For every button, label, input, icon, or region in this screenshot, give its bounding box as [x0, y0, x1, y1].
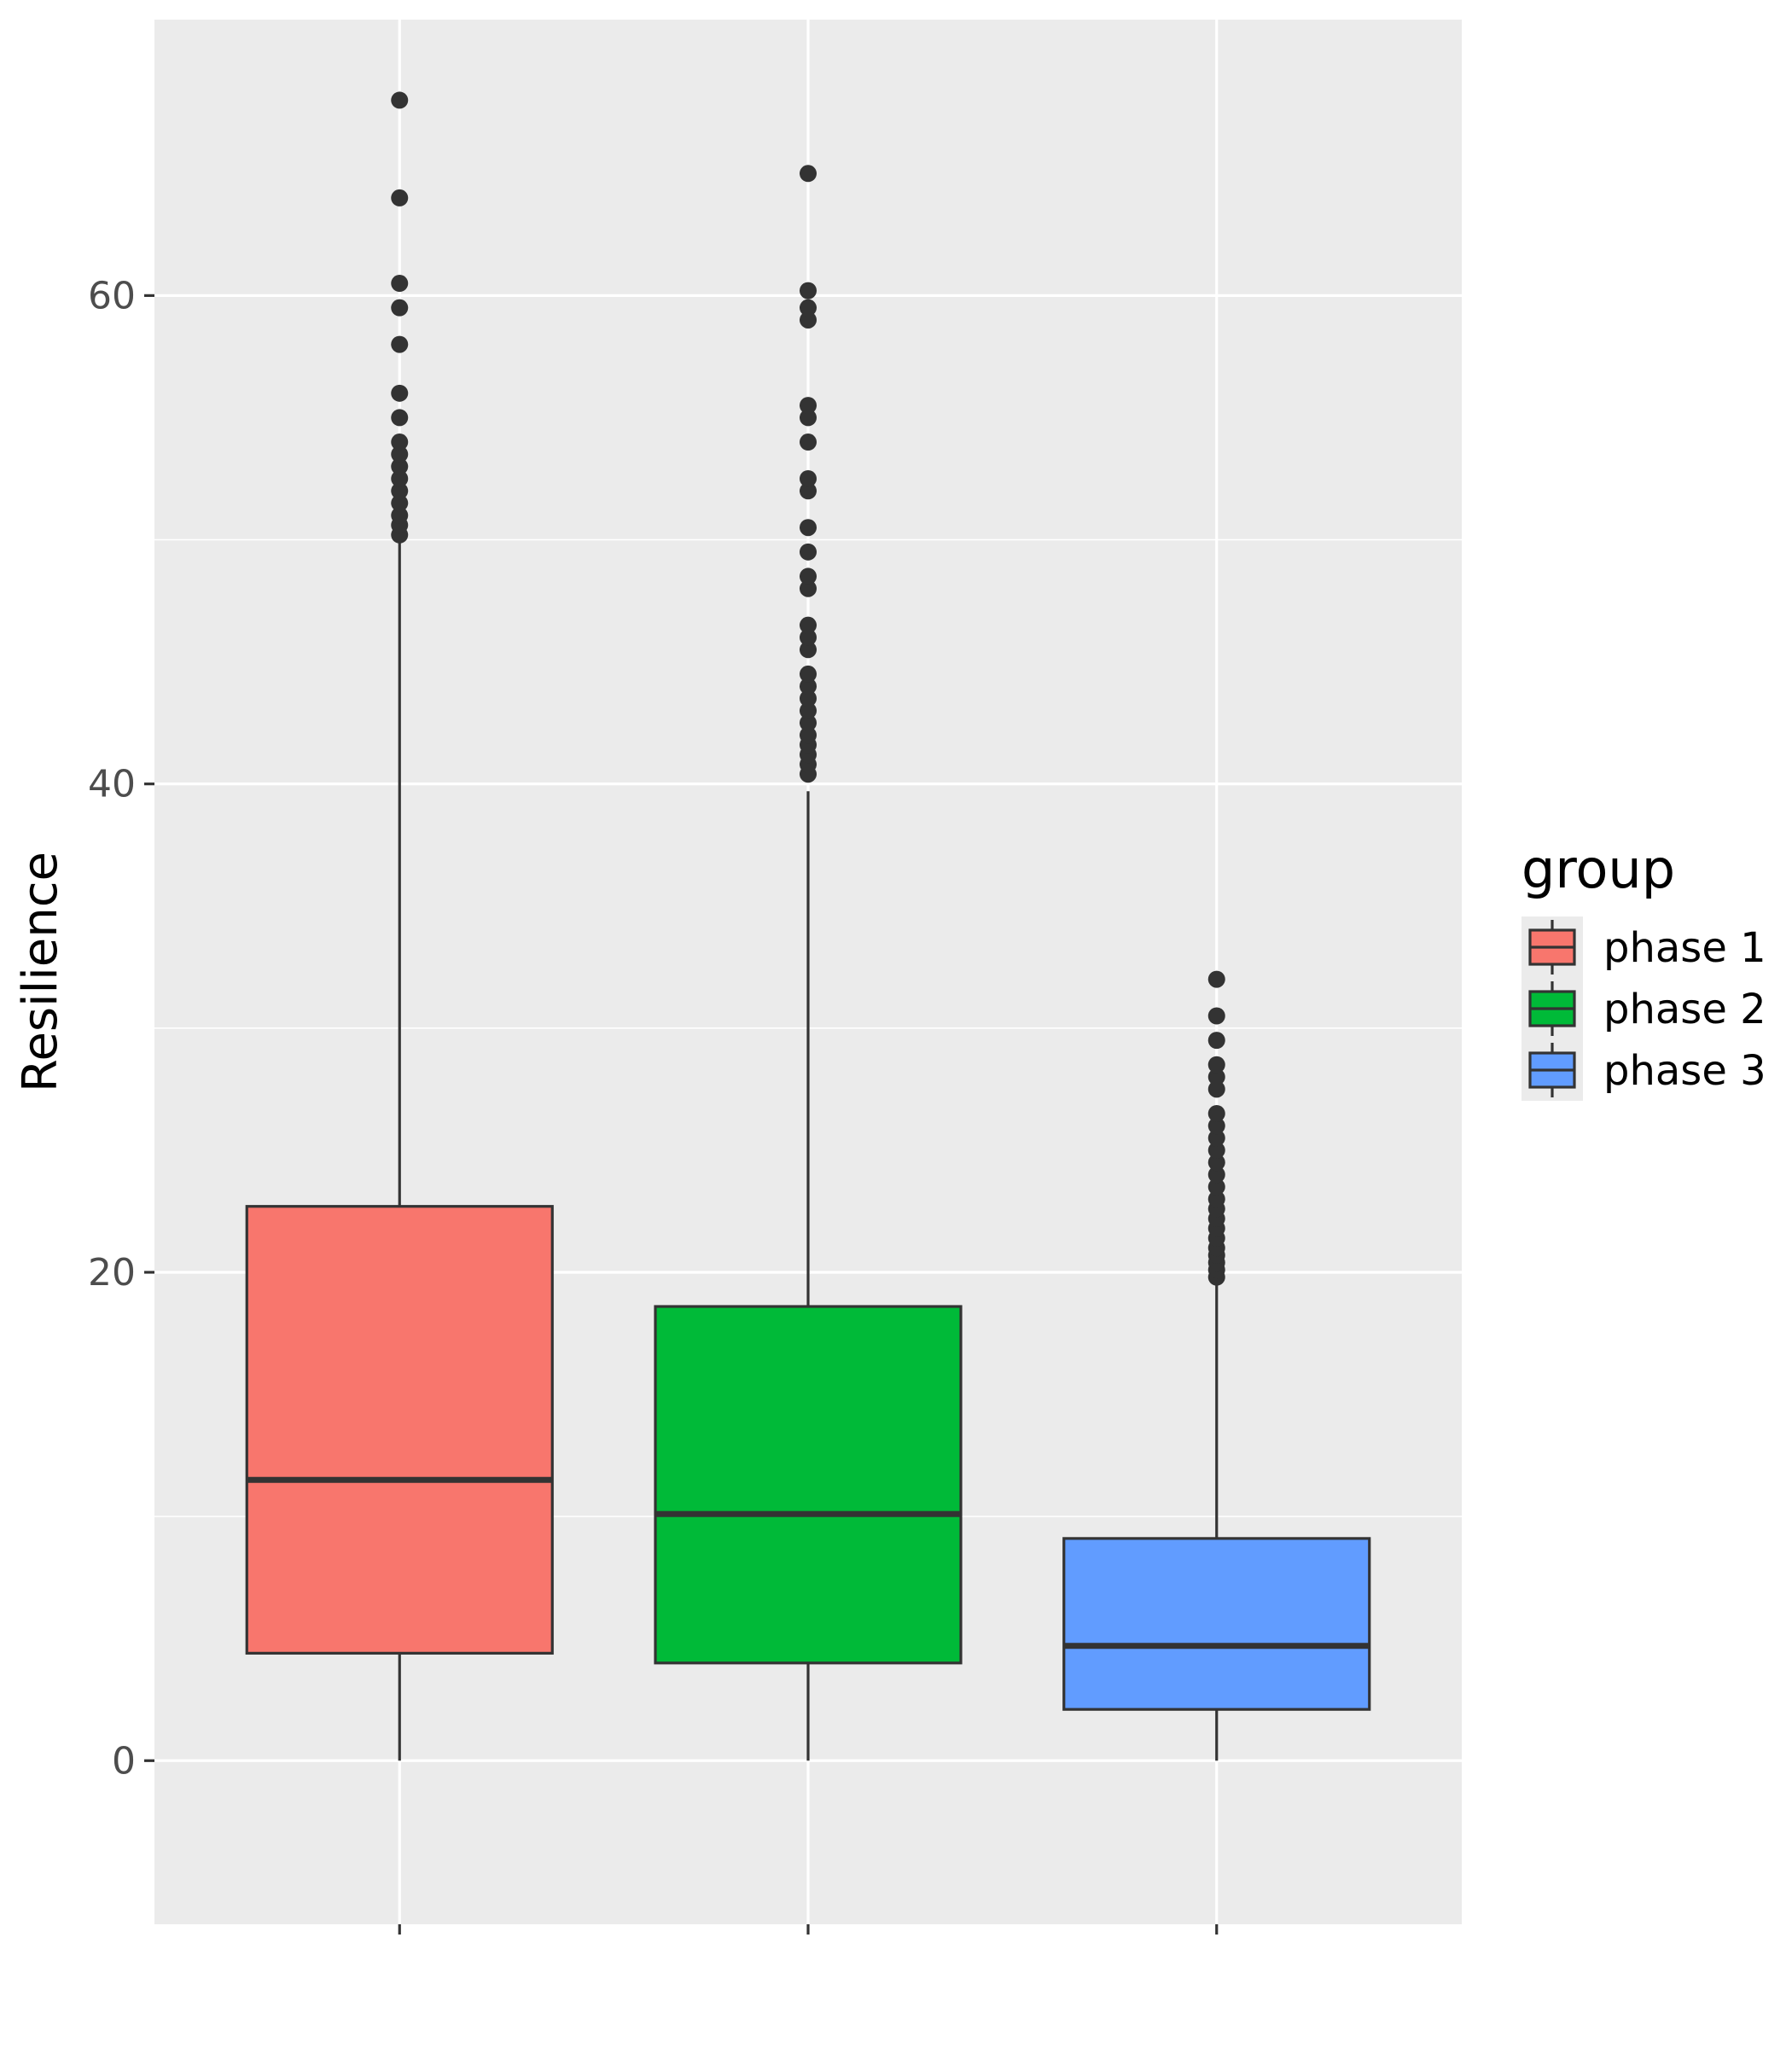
legend-label: phase 1	[1603, 924, 1766, 972]
outlier-point	[1207, 1080, 1225, 1098]
outlier-point	[800, 701, 817, 719]
legend: group phase 1 phase 2 phase 3	[1521, 838, 1766, 1101]
outlier-point	[391, 409, 409, 427]
box	[654, 1305, 963, 1665]
outlier-point	[391, 299, 409, 317]
outlier-point	[800, 678, 817, 695]
outlier-point	[800, 665, 817, 683]
outlier-point	[391, 384, 409, 402]
y-tick-label: 20	[88, 1251, 136, 1295]
legend-title: group	[1521, 838, 1675, 900]
outlier-point	[1207, 1104, 1225, 1122]
outlier-point	[391, 433, 409, 451]
outlier-point	[391, 445, 409, 463]
outlier-point	[1207, 1007, 1225, 1025]
outlier-point	[391, 457, 409, 475]
outlier-point	[1207, 1056, 1225, 1073]
box	[245, 1205, 554, 1655]
outlier-point	[800, 641, 817, 659]
outlier-point	[800, 616, 817, 634]
outlier-point	[800, 299, 817, 317]
outlier-point	[800, 165, 817, 183]
outlier-point	[391, 335, 409, 353]
y-axis: 0 20 40 60	[88, 274, 154, 1783]
x-axis	[398, 1924, 1219, 1935]
legend-label: phase 3	[1603, 1047, 1766, 1095]
outlier-point	[1207, 1117, 1225, 1135]
outlier-point	[1207, 1190, 1225, 1208]
box	[1062, 1537, 1371, 1711]
legend-label: phase 2	[1603, 986, 1766, 1033]
outlier-point	[800, 282, 817, 300]
outlier-point	[391, 275, 409, 293]
y-tick-label: 0	[112, 1739, 136, 1783]
outlier-point	[800, 726, 817, 744]
y-axis-title: Resilience	[13, 852, 68, 1092]
outlier-point	[800, 567, 817, 585]
outlier-point	[800, 519, 817, 537]
outlier-point	[800, 579, 817, 597]
outlier-point	[391, 189, 409, 207]
outlier-point	[391, 506, 409, 524]
outlier-point	[1207, 970, 1225, 988]
outlier-point	[1207, 1178, 1225, 1196]
y-tick-label: 60	[88, 274, 136, 317]
outlier-point	[800, 482, 817, 500]
outlier-point	[800, 543, 817, 561]
outlier-point	[1207, 1166, 1225, 1184]
outlier-point	[1207, 1032, 1225, 1050]
outlier-point	[1207, 1141, 1225, 1159]
outlier-point	[800, 397, 817, 415]
outlier-point	[800, 433, 817, 451]
outlier-point	[800, 409, 817, 427]
outlier-point	[1207, 1129, 1225, 1147]
outlier-point	[800, 714, 817, 732]
outlier-point	[800, 689, 817, 707]
outlier-point	[1207, 1154, 1225, 1172]
boxes-layer	[245, 91, 1371, 1761]
box-group-phase-1	[245, 91, 554, 1761]
box-group-phase-2	[654, 165, 963, 1761]
outlier-point	[391, 469, 409, 487]
outlier-point	[391, 482, 409, 500]
outlier-point	[1207, 1068, 1225, 1086]
y-tick-label: 40	[88, 763, 136, 806]
outlier-point	[800, 628, 817, 646]
outlier-point	[800, 469, 817, 487]
outlier-point	[391, 91, 409, 109]
outlier-point	[391, 494, 409, 512]
box-group-phase-3	[1062, 970, 1371, 1761]
outlier-point	[800, 311, 817, 329]
